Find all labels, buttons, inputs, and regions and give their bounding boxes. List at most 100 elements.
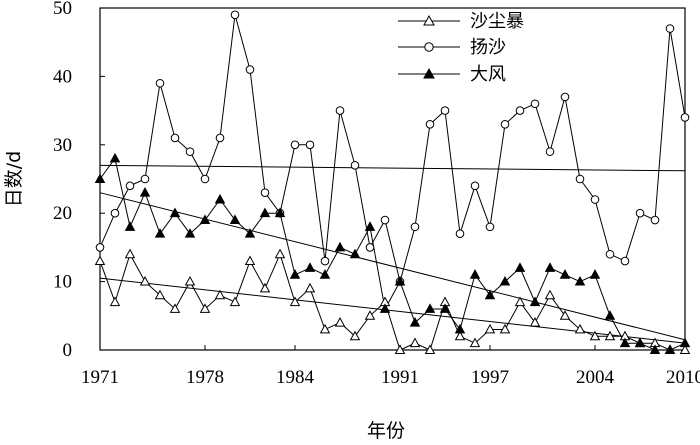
- y-tick-label: 20: [53, 203, 72, 224]
- point-sandstorm: [214, 289, 226, 300]
- y-tick-label: 50: [53, 0, 72, 19]
- point-sandstorm: [289, 296, 301, 307]
- point-blowing-sand: [665, 24, 675, 33]
- point-sandstorm: [409, 337, 421, 348]
- point-gale: [289, 269, 301, 279]
- point-gale: [604, 310, 616, 320]
- point-blowing-sand: [200, 174, 210, 184]
- point-gale: [259, 207, 271, 218]
- point-sandstorm: [529, 316, 541, 327]
- point-sandstorm: [304, 282, 316, 293]
- point-blowing-sand: [110, 208, 120, 218]
- point-sandstorm: [94, 255, 106, 266]
- point-blowing-sand: [485, 222, 495, 232]
- legend-label-blowing-sand: 扬沙: [470, 37, 506, 58]
- point-gale: [229, 214, 241, 224]
- plot-frame: [99, 7, 686, 351]
- y-axis-label: 日数/d: [3, 151, 25, 207]
- point-blowing-sand: [290, 140, 300, 150]
- point-blowing-sand: [350, 161, 360, 170]
- series-lines: [99, 14, 686, 351]
- x-axis-label: 年份: [367, 420, 405, 442]
- point-gale: [319, 269, 331, 279]
- legend-label-gale: 大风: [470, 64, 506, 85]
- point-blowing-sand: [260, 188, 270, 197]
- point-sandstorm: [394, 344, 406, 354]
- point-sandstorm: [679, 344, 691, 354]
- point-sandstorm: [364, 310, 376, 320]
- point-blowing-sand: [515, 106, 525, 115]
- point-gale: [124, 221, 136, 231]
- point-sandstorm: [244, 255, 256, 266]
- point-sandstorm: [319, 323, 331, 334]
- point-gale: [484, 289, 496, 300]
- point-gale: [379, 303, 391, 313]
- point-blowing-sand: [245, 65, 255, 74]
- point-gale: [589, 269, 601, 279]
- point-blowing-sand: [320, 256, 330, 266]
- point-gale: [109, 152, 121, 163]
- point-gale: [649, 344, 661, 354]
- point-sandstorm: [139, 275, 151, 286]
- point-blowing-sand: [140, 174, 150, 184]
- point-gale: [619, 337, 631, 348]
- point-gale: [394, 275, 406, 286]
- tick-labels: 0 10 20 30 40 50 1971 1978 1984 1991 1997 2004 2010: [53, 0, 700, 388]
- point-gale: [499, 275, 511, 286]
- point-sandstorm: [109, 296, 121, 307]
- point-gale: [334, 241, 346, 252]
- point-gale: [634, 337, 646, 348]
- x-tick-label: 1991: [381, 367, 419, 388]
- point-blowing-sand: [590, 195, 600, 204]
- x-tick-label: 1997: [471, 367, 509, 388]
- x-tick-label: 1978: [186, 367, 224, 388]
- trend-lines: [99, 164, 686, 344]
- point-sandstorm: [574, 323, 586, 334]
- point-sandstorm: [514, 296, 526, 307]
- point-blowing-sand: [680, 113, 690, 122]
- series-line-gale: [99, 157, 686, 351]
- point-blowing-sand: [545, 147, 555, 156]
- point-gale: [214, 193, 226, 204]
- point-blowing-sand: [530, 99, 540, 109]
- point-blowing-sand: [425, 119, 435, 129]
- point-sandstorm: [259, 282, 271, 293]
- point-sandstorm: [199, 303, 211, 313]
- point-gale: [94, 173, 106, 183]
- legend-marker-blowing-sand: [424, 42, 434, 52]
- point-blowing-sand: [575, 174, 585, 184]
- point-sandstorm: [484, 323, 496, 334]
- point-gale: [544, 262, 556, 272]
- point-blowing-sand: [470, 181, 480, 191]
- point-gale: [559, 269, 571, 279]
- point-gale: [349, 248, 361, 259]
- point-blowing-sand: [650, 215, 660, 225]
- point-blowing-sand: [380, 215, 390, 225]
- point-blowing-sand: [95, 243, 105, 252]
- point-blowing-sand: [335, 106, 345, 115]
- x-tick-label: 2004: [576, 367, 615, 388]
- point-blowing-sand: [155, 78, 165, 88]
- point-blowing-sand: [635, 208, 645, 218]
- point-gale: [529, 296, 541, 307]
- y-tick-label: 10: [53, 272, 72, 293]
- point-sandstorm: [454, 330, 466, 341]
- point-gale: [439, 303, 451, 313]
- point-sandstorm: [274, 248, 286, 259]
- point-blowing-sand: [215, 133, 225, 143]
- point-gale: [139, 187, 151, 197]
- point-sandstorm: [184, 275, 196, 286]
- series-line-blowing-sand: [99, 14, 686, 284]
- point-sandstorm: [589, 330, 601, 341]
- x-tick-label: 1984: [276, 367, 315, 388]
- point-gale: [169, 207, 181, 218]
- point-blowing-sand: [605, 249, 615, 259]
- trend-line-gale: [99, 192, 686, 341]
- trend-line-blowing-sand: [99, 164, 686, 172]
- point-sandstorm: [124, 248, 136, 259]
- x-tick-label: 2010: [666, 367, 700, 388]
- point-blowing-sand: [230, 10, 240, 20]
- point-gale: [454, 323, 466, 334]
- point-gale: [199, 214, 211, 224]
